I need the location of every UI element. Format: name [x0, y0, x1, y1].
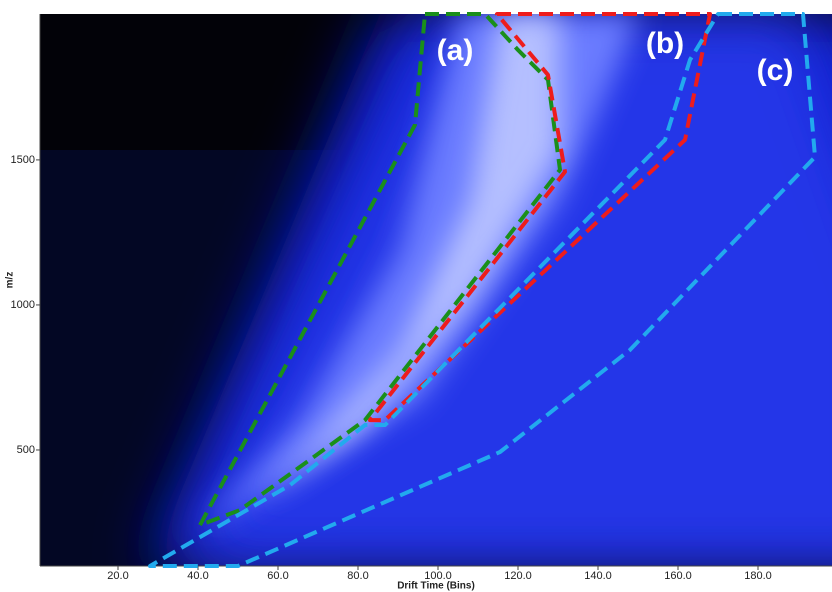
region-label: (b) [646, 27, 684, 60]
region-outline [148, 12, 817, 568]
x-tick-label: 20.0 [107, 570, 128, 582]
x-tick-label: 180.0 [744, 570, 772, 582]
region-outline [198, 12, 562, 528]
y-tick-label: 1500 [11, 154, 35, 166]
x-tick-label: 80.0 [347, 570, 368, 582]
x-tick-label: 120.0 [504, 570, 532, 582]
x-tick-label: 40.0 [187, 570, 208, 582]
y-axis-title: m/z [5, 272, 16, 289]
x-tick-label: 140.0 [584, 570, 612, 582]
x-tick-label: 60.0 [267, 570, 288, 582]
heatmap [40, 14, 832, 566]
region-label: (c) [757, 54, 794, 87]
x-tick-label: 160.0 [664, 570, 692, 582]
region-label: (a) [437, 34, 474, 67]
region-outline [368, 12, 712, 423]
x-axis-title: Drift Time (Bins) [397, 581, 475, 592]
y-tick-label: 500 [17, 444, 35, 456]
y-tick-label: 1000 [11, 299, 35, 311]
x-tick-label: 100.0 [424, 570, 452, 582]
